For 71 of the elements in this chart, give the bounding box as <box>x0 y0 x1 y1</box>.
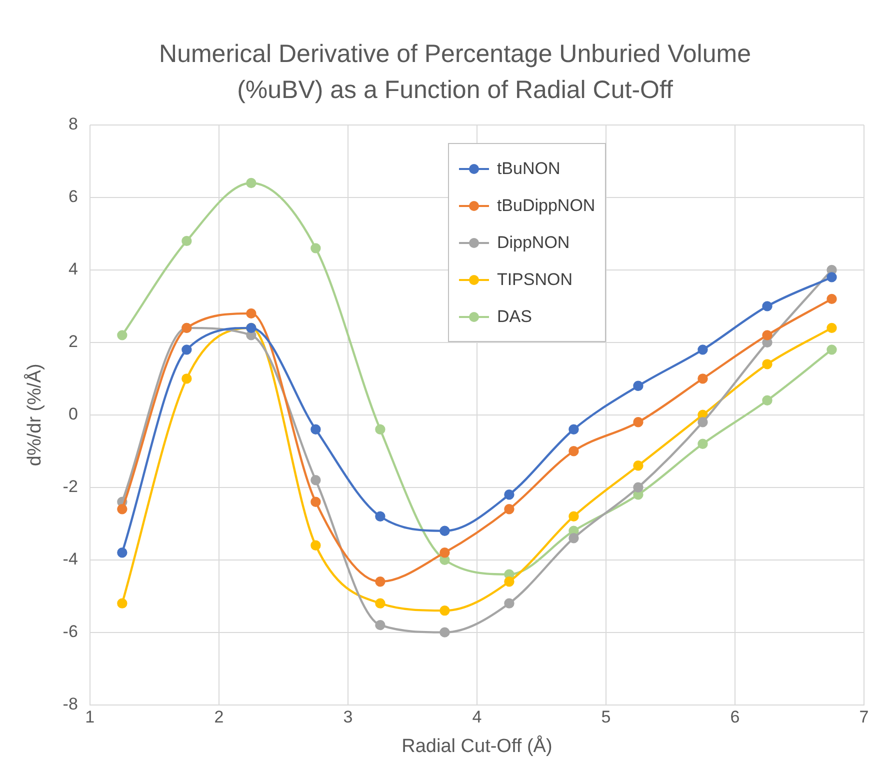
point <box>762 330 772 340</box>
point <box>826 294 837 304</box>
point <box>504 598 514 608</box>
point <box>504 490 514 500</box>
point <box>633 380 644 392</box>
point <box>246 178 256 188</box>
legend-label: tBuDippNON <box>496 196 596 216</box>
x-tick-label: 2 <box>214 708 224 727</box>
point <box>568 424 579 434</box>
point <box>375 620 386 630</box>
y-tick-label: 6 <box>68 187 78 206</box>
y-tick-label: -2 <box>62 477 78 496</box>
y-tick-label: 4 <box>68 260 78 279</box>
point <box>310 475 321 486</box>
point <box>375 598 386 608</box>
point <box>633 460 644 471</box>
point <box>762 301 772 312</box>
x-tick-label: 6 <box>730 708 740 727</box>
legend-label: DAS <box>496 306 532 326</box>
point <box>117 548 128 558</box>
point <box>568 446 579 456</box>
legend-label: DippNON <box>496 232 570 252</box>
point <box>440 605 450 616</box>
point <box>182 344 192 355</box>
point <box>310 496 321 507</box>
point <box>375 511 386 522</box>
point <box>375 424 386 434</box>
y-tick-label: 8 <box>68 114 78 134</box>
point <box>440 627 450 638</box>
point <box>310 540 321 550</box>
legend-label: tBuNON <box>496 158 560 178</box>
y-tick-label: -4 <box>62 550 78 569</box>
y-tick-label: -8 <box>62 694 78 714</box>
point <box>246 308 256 319</box>
point <box>762 395 772 406</box>
point <box>633 417 644 428</box>
y-tick-label: -6 <box>62 622 78 642</box>
x-tick-label: 7 <box>859 708 869 727</box>
y-tick-label: 2 <box>68 332 78 352</box>
point <box>504 576 514 587</box>
y-axis-title: d%/dr (%/Å) <box>24 364 46 466</box>
point <box>182 374 192 384</box>
point <box>117 330 128 340</box>
point <box>117 598 128 608</box>
point <box>504 504 514 514</box>
point <box>182 236 192 246</box>
point <box>117 504 128 514</box>
point <box>440 526 450 536</box>
point <box>698 438 708 449</box>
point <box>310 424 321 434</box>
point <box>568 511 579 522</box>
x-tick-label: 5 <box>601 708 611 727</box>
point <box>826 344 837 355</box>
chart-title: Numerical Derivative of Percentage Unburied Volume (%uBV) as a Function of Radial Cut-Off <box>158 39 752 106</box>
point <box>826 322 837 334</box>
x-tick-label: 3 <box>343 708 353 727</box>
point <box>698 417 708 428</box>
point <box>310 243 321 254</box>
point <box>762 359 772 370</box>
point <box>826 272 837 282</box>
point <box>375 576 386 587</box>
point <box>440 548 450 558</box>
point <box>698 374 708 384</box>
point <box>568 533 579 544</box>
x-tick-label: 4 <box>472 708 482 727</box>
legend-label: TIPSNON <box>496 270 573 290</box>
x-axis-title: Radial Cut-Off (Å) <box>402 734 552 757</box>
x-tick-label: 1 <box>85 708 95 727</box>
point <box>698 344 708 355</box>
point <box>633 482 644 492</box>
y-tick-label: 0 <box>68 404 78 424</box>
